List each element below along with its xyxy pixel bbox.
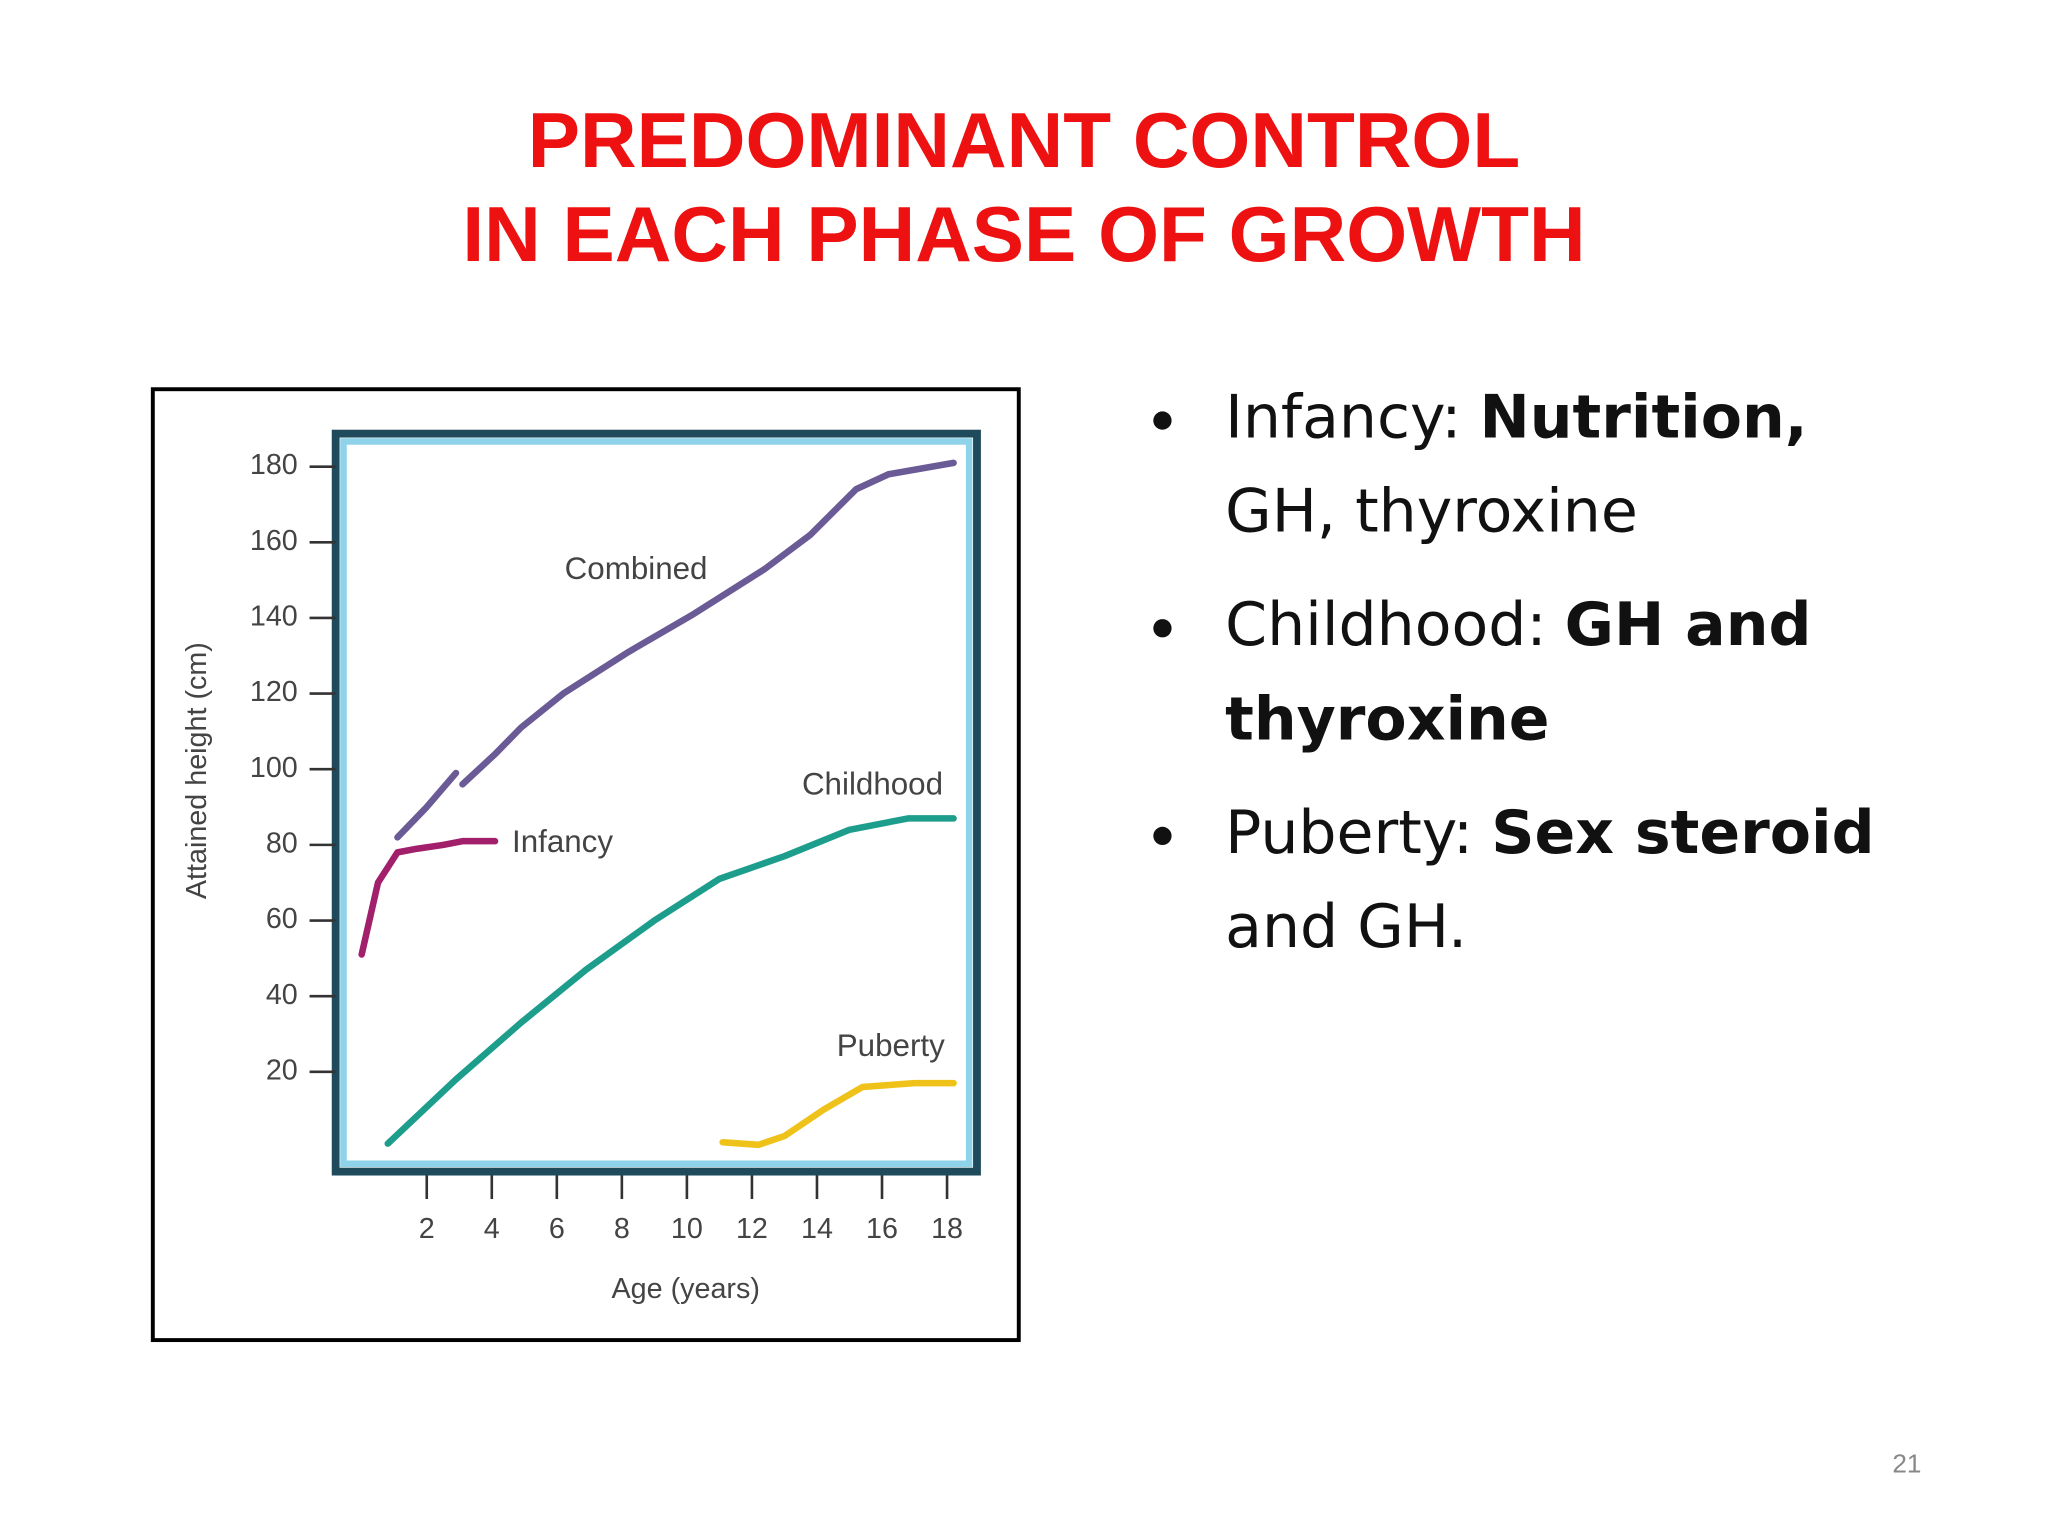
y-tick-label: 160 xyxy=(250,525,298,557)
y-tick-label: 60 xyxy=(266,903,298,935)
y-axis-title: Attained height (cm) xyxy=(181,642,213,899)
bullet-line: Puberty: Sex steroid xyxy=(1225,798,1874,868)
bullet-text: Sex steroid xyxy=(1491,798,1874,868)
y-tick-label: 140 xyxy=(250,601,298,633)
page-number: 21 xyxy=(1892,1448,1921,1478)
bullet-text: Puberty: xyxy=(1225,798,1473,868)
bullet-text: Nutrition, xyxy=(1479,382,1807,452)
series-label: Combined xyxy=(565,551,708,586)
x-axis-title: Age (years) xyxy=(611,1273,759,1305)
y-tick-label: 180 xyxy=(250,449,298,481)
bullet-list: Infancy: Nutrition, GH, thyroxine Childhood… xyxy=(1153,382,1875,962)
bullet-dot xyxy=(1153,619,1172,638)
x-tick-label: 18 xyxy=(931,1213,963,1245)
bullet-text: Childhood: xyxy=(1225,590,1547,660)
bullet-line: thyroxine xyxy=(1225,684,1549,754)
y-tick-label: 80 xyxy=(266,827,298,859)
slide-title: PREDOMINANT CONTROL xyxy=(528,96,1521,184)
bullet-line: and GH. xyxy=(1225,892,1467,962)
slide-title: IN EACH PHASE OF GROWTH xyxy=(462,190,1585,278)
plot-area xyxy=(331,429,981,1176)
series-line xyxy=(384,815,957,1147)
x-tick-label: 12 xyxy=(736,1213,768,1245)
bullet-text: GH, thyroxine xyxy=(1225,476,1638,546)
series-label: Infancy xyxy=(512,824,613,859)
bullet-text: thyroxine xyxy=(1225,684,1549,754)
x-tick-label: 10 xyxy=(671,1213,703,1245)
x-tick-label: 2 xyxy=(419,1213,435,1245)
x-tick-label: 16 xyxy=(866,1213,898,1245)
series-label: Childhood xyxy=(802,767,943,802)
plot-inner-border xyxy=(340,438,973,1168)
bullet-line: GH, thyroxine xyxy=(1225,476,1638,546)
y-tick-label: 100 xyxy=(250,752,298,784)
bullet-line: Infancy: Nutrition, xyxy=(1225,382,1807,452)
y-tick-label: 120 xyxy=(250,676,298,708)
x-tick-label: 8 xyxy=(614,1213,630,1245)
series-line xyxy=(358,837,499,958)
bullet-text: Infancy: xyxy=(1225,382,1461,452)
bullet-line: Childhood: GH and xyxy=(1225,590,1811,660)
x-tick-label: 14 xyxy=(801,1213,833,1245)
x-tick-label: 6 xyxy=(549,1213,565,1245)
series-line xyxy=(394,459,957,841)
y-tick-label: 20 xyxy=(266,1054,298,1086)
bullet-text: and GH. xyxy=(1225,892,1467,962)
y-tick-label: 40 xyxy=(266,979,298,1011)
bullet-dot xyxy=(1153,411,1172,430)
series-line xyxy=(719,1079,957,1149)
bullet-text: GH and xyxy=(1565,590,1812,660)
x-tick-label: 4 xyxy=(484,1213,500,1245)
bullet-dot xyxy=(1153,826,1172,846)
series-label: Puberty xyxy=(837,1028,945,1063)
